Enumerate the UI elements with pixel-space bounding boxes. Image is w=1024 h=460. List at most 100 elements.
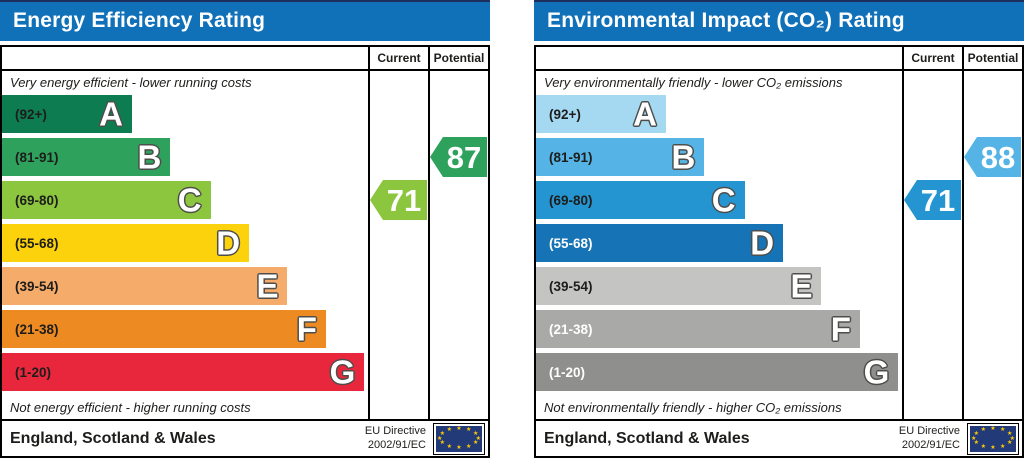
- eu-star-icon: ★: [475, 435, 482, 442]
- header-spacer: [536, 47, 902, 69]
- eu-star-icon: ★: [465, 443, 472, 450]
- band-g: (1-20) G: [536, 353, 899, 391]
- band-range-label: (81-91): [549, 149, 593, 165]
- eu-star-icon: ★: [439, 440, 445, 447]
- environmental-bottom-caption: Not environmentally friendly - higher CO…: [544, 400, 842, 415]
- eu-flag-stars: ★ ★ ★ ★ ★ ★ ★ ★ ★ ★ ★ ★: [436, 425, 482, 452]
- eu-flag: ★ ★ ★ ★ ★ ★ ★ ★ ★ ★ ★ ★: [433, 422, 485, 455]
- eu-star-icon: ★: [439, 430, 445, 437]
- band-range-label: (55-68): [549, 235, 593, 251]
- band-letter: A: [99, 95, 123, 133]
- band-range-label: (55-68): [15, 235, 59, 251]
- eu-star-icon: ★: [973, 430, 979, 437]
- environmental-chart-footer: England, Scotland & Wales EU Directive 2…: [536, 419, 1022, 456]
- eu-flag-stars: ★ ★ ★ ★ ★ ★ ★ ★ ★ ★ ★ ★: [970, 425, 1016, 452]
- eu-star-icon: ★: [446, 443, 453, 450]
- energy-chart-body: Very energy efficient - lower running co…: [2, 71, 488, 419]
- eu-directive-label: EU Directive 2002/91/EC: [364, 425, 426, 451]
- band-letter: D: [216, 224, 241, 262]
- band-e: (39-54) E: [536, 267, 822, 305]
- band-letter: D: [750, 224, 775, 262]
- current-rating-arrow: 71: [904, 180, 961, 220]
- band-a: (92+) A: [2, 95, 132, 133]
- band-range-label: (92+): [549, 106, 581, 122]
- band-range-label: (1-20): [549, 364, 586, 380]
- region-label: England, Scotland & Wales: [10, 429, 216, 447]
- eu-star-icon: ★: [980, 443, 987, 450]
- eu-star-icon: ★: [973, 440, 979, 447]
- band-letter: F: [830, 310, 851, 348]
- band-letter: B: [671, 138, 696, 176]
- eu-star-icon: ★: [1007, 440, 1013, 447]
- band-range-label: (92+): [15, 106, 47, 122]
- band-letter: C: [711, 181, 736, 219]
- eu-star-icon: ★: [999, 427, 1006, 434]
- band-d: (55-68) D: [536, 224, 784, 262]
- band-e: (39-54) E: [2, 267, 288, 305]
- environmental-bands: (92+) A (81-91) B (69-80) C (55-68): [536, 95, 902, 396]
- band-letter: G: [329, 353, 356, 391]
- environmental-top-caption: Very environmentally friendly - lower CO…: [544, 75, 843, 90]
- band-range-label: (21-38): [549, 321, 593, 337]
- potential-column-header: Potential: [962, 47, 1022, 69]
- band-letter: B: [137, 138, 162, 176]
- environmental-current-column: 71: [902, 71, 962, 419]
- band-c: (69-80) C: [536, 181, 745, 219]
- eu-star-icon: ★: [446, 427, 453, 434]
- band-g: (1-20) G: [2, 353, 365, 391]
- energy-current-column: 71: [368, 71, 428, 419]
- energy-top-caption: Very energy efficient - lower running co…: [10, 75, 252, 90]
- eu-star-icon: ★: [465, 427, 472, 434]
- band-b: (81-91) B: [2, 138, 171, 176]
- energy-bottom-caption: Not energy efficient - higher running co…: [10, 400, 251, 415]
- eu-star-icon: ★: [456, 426, 462, 433]
- band-f: (21-38) F: [2, 310, 326, 348]
- eu-star-icon: ★: [980, 427, 987, 434]
- current-column-header: Current: [368, 47, 428, 69]
- energy-band-area: Very energy efficient - lower running co…: [2, 71, 368, 419]
- environmental-chart-table: Current Potential Very environmentally f…: [534, 45, 1024, 458]
- band-range-label: (69-80): [15, 192, 59, 208]
- environmental-impact-chart: Environmental Impact (CO₂) Rating Curren…: [534, 0, 1024, 460]
- band-letter: G: [863, 353, 890, 391]
- current-rating-arrow: 71: [370, 180, 427, 220]
- band-letter: A: [633, 95, 657, 133]
- environmental-band-area: Very environmentally friendly - lower CO…: [536, 71, 902, 419]
- eu-star-icon: ★: [1009, 435, 1016, 442]
- eu-star-icon: ★: [990, 444, 996, 451]
- energy-bands: (92+) A (81-91) B (69-80) C (55-68): [2, 95, 368, 396]
- band-range-label: (21-38): [15, 321, 59, 337]
- eu-star-icon: ★: [436, 435, 443, 442]
- energy-chart-header-row: Current Potential: [2, 47, 488, 71]
- potential-rating-arrow: 87: [430, 137, 487, 177]
- potential-column-header: Potential: [428, 47, 488, 69]
- eu-directive-label: EU Directive 2002/91/EC: [898, 425, 960, 451]
- band-f: (21-38) F: [536, 310, 860, 348]
- header-spacer: [2, 47, 368, 69]
- environmental-potential-column: 88: [962, 71, 1022, 419]
- eu-flag: ★ ★ ★ ★ ★ ★ ★ ★ ★ ★ ★ ★: [967, 422, 1019, 455]
- band-range-label: (1-20): [15, 364, 52, 380]
- band-range-label: (81-91): [15, 149, 59, 165]
- energy-potential-column: 87: [428, 71, 488, 419]
- band-range-label: (39-54): [549, 278, 593, 294]
- eu-star-icon: ★: [970, 435, 977, 442]
- environmental-chart-body: Very environmentally friendly - lower CO…: [536, 71, 1022, 419]
- energy-chart-footer: England, Scotland & Wales EU Directive 2…: [2, 419, 488, 456]
- environmental-chart-header-row: Current Potential: [536, 47, 1022, 71]
- band-letter: F: [296, 310, 317, 348]
- band-letter: E: [256, 267, 279, 305]
- environmental-chart-title: Environmental Impact (CO₂) Rating: [534, 0, 1024, 41]
- band-range-label: (39-54): [15, 278, 59, 294]
- band-c: (69-80) C: [2, 181, 211, 219]
- eu-star-icon: ★: [999, 443, 1006, 450]
- band-b: (81-91) B: [536, 138, 705, 176]
- eu-star-icon: ★: [473, 430, 479, 437]
- energy-efficiency-chart: Energy Efficiency Rating Current Potenti…: [0, 0, 490, 460]
- potential-rating-arrow: 88: [964, 137, 1021, 177]
- region-label: England, Scotland & Wales: [544, 429, 750, 447]
- band-a: (92+) A: [536, 95, 666, 133]
- band-d: (55-68) D: [2, 224, 250, 262]
- eu-star-icon: ★: [456, 444, 462, 451]
